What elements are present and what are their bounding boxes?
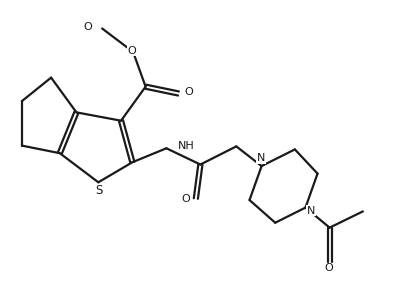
Text: NH: NH [178, 141, 195, 151]
Text: S: S [95, 184, 103, 197]
Text: N: N [307, 206, 315, 216]
Text: O: O [83, 22, 92, 32]
Text: O: O [181, 194, 190, 204]
Text: O: O [127, 46, 136, 56]
Text: O: O [324, 264, 333, 273]
Text: N: N [257, 153, 265, 164]
Text: O: O [184, 87, 193, 97]
